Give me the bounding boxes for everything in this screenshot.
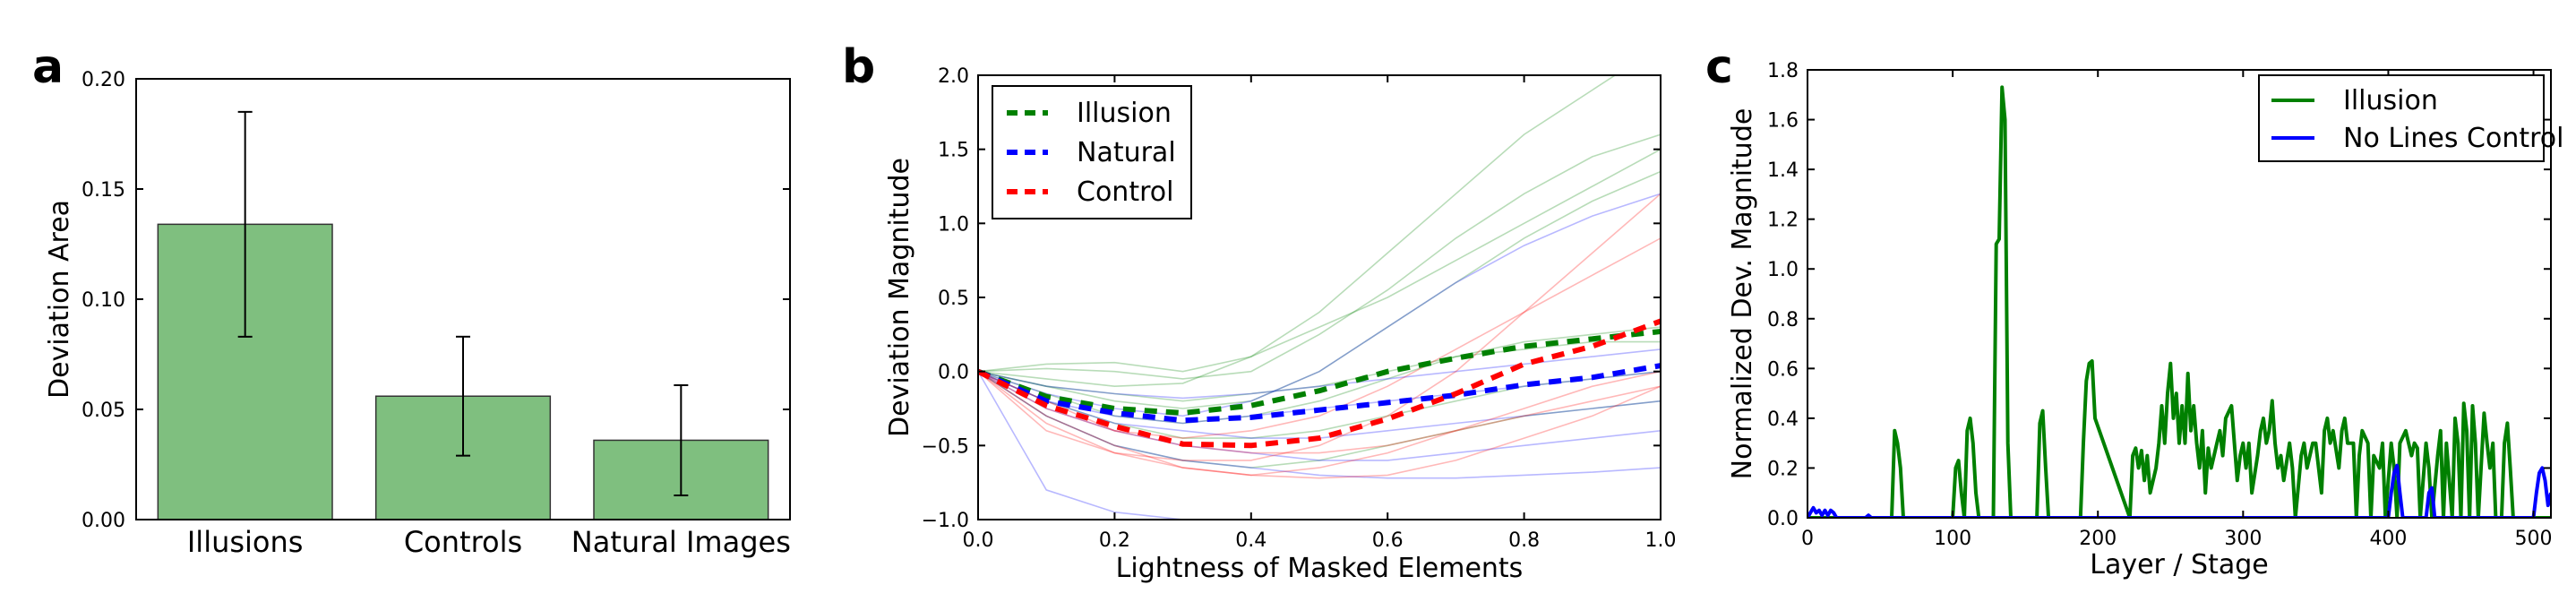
individual-line-7 <box>978 340 1661 402</box>
plot-frame <box>1807 69 2552 519</box>
individual-line-8 <box>978 371 1661 520</box>
legend-label-illusion: Illusion <box>2343 85 2438 116</box>
x-tick-label-3: 0.6 <box>1372 529 1404 552</box>
axis-ticks: 0 100 200 300 400 500 0.0 0.2 0.4 0.6 0.8 1.0 1.2 1.4… <box>1767 60 2553 550</box>
individual-line-10 <box>978 370 1661 461</box>
category-label-2: Natural Images <box>571 525 791 559</box>
panel-b-line-chart: b 0.0 0.2 0.4 0.6 0.8 1.0 −1.0 −0.5 0.0 0.5 1.0 1.5… <box>842 40 1677 584</box>
legend: Illusion Natural Control <box>992 85 1192 219</box>
x-tick-label-1: 0.2 <box>1099 529 1130 552</box>
category-labels: Illusions Controls Natural Images <box>187 525 791 559</box>
individual-line-18 <box>978 237 1661 439</box>
mean-line-illusion <box>978 329 1661 417</box>
panel-label-a: a <box>32 40 64 94</box>
legend-box <box>2258 74 2545 162</box>
y-tick-label-0: 0.00 <box>82 510 125 532</box>
mean-line-natural <box>978 363 1661 424</box>
y-tick-label-3: 0.15 <box>82 179 125 202</box>
x-tick-label-2: 200 <box>2079 528 2117 550</box>
x-tick-label-5: 500 <box>2515 528 2553 550</box>
individual-line-5 <box>978 370 1661 439</box>
y-axis-label: Deviation Area <box>44 200 75 399</box>
y-axis-label: Normalized Dev. Magnitude <box>1727 108 1758 480</box>
x-tick-label-0: 0 <box>1801 528 1814 550</box>
y-tick-label-1: −0.5 <box>922 435 969 458</box>
individual-line-2 <box>978 170 1661 409</box>
legend-label-no-lines-control: No Lines Control <box>2343 123 2563 154</box>
mean-lines <box>978 318 1661 449</box>
category-label-1: Controls <box>404 525 522 559</box>
individual-line-1 <box>978 133 1661 380</box>
x-tick-label-5: 1.0 <box>1645 529 1677 552</box>
individual-line-13 <box>978 371 1661 479</box>
y-tick-label-1: 0.2 <box>1767 458 1799 480</box>
series-line-no-lines-control <box>1807 463 2551 518</box>
series-lines <box>1807 85 2551 518</box>
x-tick-label-0: 0.0 <box>963 529 994 552</box>
legend-label-illusion: Illusion <box>1077 98 1172 129</box>
y-tick-label-2: 0.10 <box>82 289 125 312</box>
individual-line-4 <box>978 326 1661 425</box>
x-axis-label: Layer / Stage <box>2090 549 2269 580</box>
legend: Illusion No Lines Control <box>2258 74 2563 162</box>
individual-line-17 <box>978 370 1661 454</box>
y-ticks: 0.00 0.05 0.10 0.15 0.20 <box>82 69 790 532</box>
x-tick-label-3: 300 <box>2224 528 2262 550</box>
error-bars <box>237 110 689 496</box>
panel-c-line-chart: c 0 100 200 300 400 500 0.0 0.2 0.4 0.6 0.8 1.0 1.2 1… <box>1705 40 2563 580</box>
y-tick-label-7: 1.4 <box>1767 159 1799 182</box>
x-tick-label-4: 0.8 <box>1508 529 1540 552</box>
category-label-0: Illusions <box>187 525 304 559</box>
y-tick-label-0: 0.0 <box>1767 508 1799 530</box>
y-tick-label-8: 1.6 <box>1767 110 1799 133</box>
y-tick-label-5: 1.0 <box>1767 259 1799 281</box>
individual-line-16 <box>978 193 1661 461</box>
panel-a-bar-chart: a 0.00 0.05 0.10 0.15 0.20 Illusions Controls… <box>32 40 791 559</box>
y-tick-label-6: 1.2 <box>1767 210 1799 232</box>
individual-line-6 <box>978 371 1661 469</box>
y-tick-label-4: 0.8 <box>1767 309 1799 331</box>
individual-line-19 <box>978 370 1661 477</box>
y-tick-label-9: 1.8 <box>1767 60 1799 82</box>
individual-line-0 <box>978 75 1617 373</box>
y-tick-label-0: −1.0 <box>922 510 969 532</box>
y-tick-label-3: 0.6 <box>1767 358 1799 381</box>
x-axis-label: Lightness of Masked Elements <box>1116 553 1524 584</box>
y-tick-label-2: 0.0 <box>938 362 969 384</box>
x-tick-label-4: 400 <box>2369 528 2407 550</box>
y-tick-label-6: 2.0 <box>938 65 969 88</box>
mean-line-control <box>978 318 1661 449</box>
y-tick-label-4: 0.20 <box>82 69 125 91</box>
y-tick-label-5: 1.5 <box>938 140 969 162</box>
axis-ticks: 0.0 0.2 0.4 0.6 0.8 1.0 −1.0 −0.5 0.0 0.5 1.0 1.5 2.… <box>922 65 1677 552</box>
y-tick-label-2: 0.4 <box>1767 408 1799 431</box>
legend-label-natural: Natural <box>1077 137 1176 168</box>
individual-line-15 <box>978 371 1661 479</box>
legend-label-control: Control <box>1077 176 1173 208</box>
x-tick-label-1: 100 <box>1934 528 1971 550</box>
individual-line-14 <box>978 348 1661 400</box>
individual-line-3 <box>978 148 1661 388</box>
x-tick-label-2: 0.4 <box>1235 529 1267 552</box>
y-tick-label-1: 0.05 <box>82 400 125 422</box>
panel-label-b: b <box>842 40 875 94</box>
y-tick-label-4: 1.0 <box>938 213 969 236</box>
panel-label-c: c <box>1705 40 1733 94</box>
y-tick-label-3: 0.5 <box>938 288 969 310</box>
y-axis-label: Deviation Magnitude <box>884 158 915 437</box>
